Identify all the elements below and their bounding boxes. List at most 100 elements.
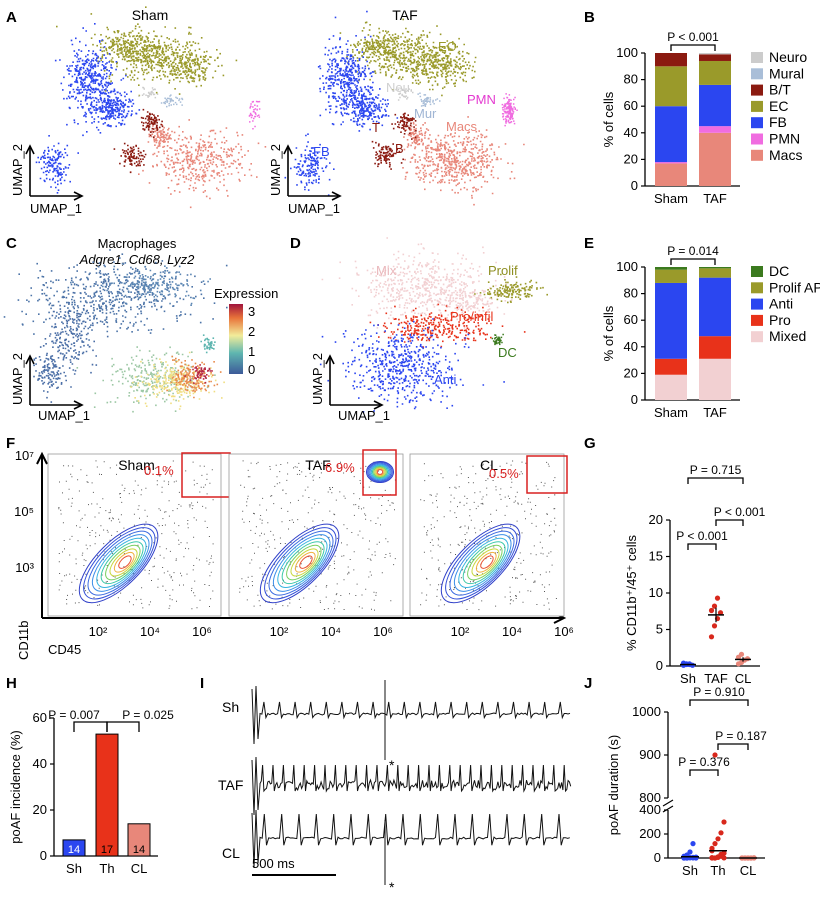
p-value-label: P = 0.715 (690, 463, 742, 477)
panel-c: Macrophages Adgre1, Cd68, Lyz2 Expressio… (3, 236, 278, 423)
facs-ytick-7: 10⁷ (15, 448, 34, 463)
data-point (721, 855, 727, 861)
expression-tick-1: 1 (248, 344, 255, 359)
panel-label-h: H (6, 675, 17, 692)
data-point (721, 819, 727, 825)
facs-gate-percent: 0.1% (144, 463, 174, 478)
y-tick-label: 0 (631, 392, 638, 407)
x-tick-label: CL (740, 863, 757, 878)
cluster-label-ec: EC (438, 39, 456, 54)
y-axis-label: poAF duration (s) (606, 735, 621, 835)
umap-points-fb (317, 10, 375, 126)
expr-points-mid (76, 346, 216, 413)
facs-xtick-label: 10² (89, 624, 108, 639)
facs-contour (462, 541, 506, 585)
umap-sham-scatter (35, 6, 267, 209)
data-point (687, 849, 693, 855)
x-tick-label: CL (131, 861, 148, 876)
panel-label-i: I (200, 675, 204, 692)
panel-label-d: D (290, 235, 301, 252)
data-point (715, 836, 721, 842)
cluster-label-pmn: PMN (467, 92, 496, 107)
facs-contour (100, 541, 144, 585)
facs-contour (299, 555, 313, 569)
y-tick-label: 100 (616, 259, 638, 274)
facs-contour (467, 544, 503, 581)
ecg-traces (251, 680, 572, 885)
y-tick-label: 0 (40, 848, 47, 863)
ecg-asterisk-cl: * (389, 879, 395, 895)
umap-title-taf: TAF (392, 7, 417, 23)
umap-c-ylabel: UMAP_2 (10, 353, 25, 405)
facs-gate-contour (368, 462, 392, 482)
facs-gate-contour (372, 465, 388, 479)
p-value-label: P = 0.025 (122, 708, 174, 722)
expr-points-low (70, 262, 211, 306)
data-point (711, 603, 718, 609)
y-tick-label: 900 (639, 747, 661, 762)
p-value-label: P < 0.001 (676, 529, 728, 543)
umap-points-pmn (248, 100, 261, 130)
x-tick-label: CL (735, 671, 752, 686)
data-point (711, 623, 718, 629)
data-point (712, 841, 718, 847)
legend-swatch (751, 331, 763, 343)
x-tick-label: Sh (66, 861, 82, 876)
subset-label-anti: Anti (434, 372, 457, 387)
subset-label-dc: DC (498, 345, 517, 360)
expression-colorbar (229, 304, 243, 374)
y-axis-label: % of cells (601, 305, 616, 361)
y-tick-label: 100 (616, 45, 638, 60)
cluster-label-t: T (372, 120, 380, 135)
legend-swatch (751, 84, 763, 96)
facs-contour (91, 534, 150, 592)
umap-taf-xlabel: UMAP_1 (288, 201, 340, 216)
expr-points-high (166, 355, 222, 399)
bar-segment-mixed (655, 374, 687, 400)
x-tick-label: TAF (703, 191, 727, 206)
y-tick-label: 40 (33, 756, 47, 771)
facs-contour (453, 534, 512, 592)
facs-contour (83, 527, 156, 600)
legend-swatch (751, 298, 763, 310)
significance-bracket (73, 721, 108, 732)
y-tick-label: 5 (656, 622, 663, 637)
bar (62, 839, 86, 857)
facs-contour (259, 523, 340, 604)
data-point (718, 830, 724, 836)
legend-swatch (751, 282, 763, 294)
legend-swatch (751, 149, 763, 161)
bar-segment-anti (655, 282, 687, 359)
ecg-label-taf: TAF (218, 777, 243, 793)
umap-points-macs (129, 119, 267, 209)
umap-axes-d (325, 354, 384, 410)
legend-swatch (751, 117, 763, 129)
umap-points-fb (340, 86, 399, 132)
legend-swatch (751, 68, 763, 80)
expr-points-low (3, 249, 228, 341)
bar-segment-ec (655, 66, 687, 107)
facs-gate-contour (374, 467, 386, 477)
legend-swatch (751, 266, 763, 277)
subset-points-mix (321, 237, 513, 337)
facs-contour (96, 537, 147, 588)
facs-contour (105, 544, 141, 581)
facs-gate-contour (375, 468, 385, 476)
facs-contour (268, 530, 334, 596)
umap-sham-xlabel: UMAP_1 (30, 201, 82, 216)
cluster-label-b: B (395, 141, 404, 156)
significance-bracket (689, 699, 749, 706)
bar-segment-b-t (655, 53, 687, 67)
panel-g-dot-plot: 0 5 10 15 20 % CD11b⁺/45⁺ cells Sh TAF CL P < 0.0… (624, 463, 766, 686)
panel-c-genes: Adgre1, Cd68, Lyz2 (79, 252, 195, 267)
significance-bracket (689, 769, 719, 776)
facs-gate-contour (376, 469, 384, 475)
x-tick-label: Sham (654, 405, 688, 420)
facs-xtick-label: 10⁶ (373, 624, 393, 639)
significance-bracket (106, 721, 140, 732)
x-tick-label: Sh (682, 863, 698, 878)
x-tick-label: Sh (680, 671, 696, 686)
umap-points-fb (54, 23, 127, 137)
facs-xtick-label: 10⁴ (502, 624, 522, 639)
